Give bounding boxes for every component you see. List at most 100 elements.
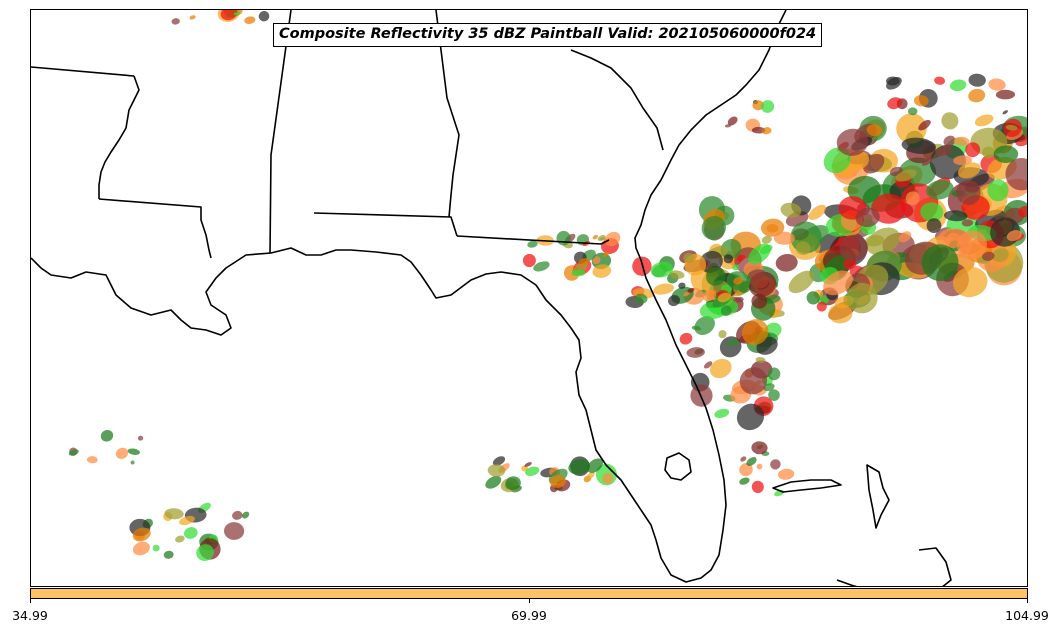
echo-blob: [848, 151, 870, 170]
echo-blob: [905, 191, 920, 205]
echo-blob: [634, 293, 648, 304]
echo-blob: [602, 252, 610, 257]
echo-blob: [1006, 230, 1022, 242]
echo-blob: [941, 112, 959, 130]
map-panel: Composite Reflectivity 35 dBZ Paintball …: [30, 9, 1028, 587]
echo-blob: [568, 459, 591, 475]
echo-blob: [920, 202, 944, 222]
echo-blob: [1002, 110, 1008, 115]
echo-blob: [189, 15, 196, 20]
echo-blob: [760, 218, 785, 237]
echo-blob: [132, 541, 150, 556]
echo-blob: [742, 319, 769, 346]
echo-blob: [855, 207, 880, 228]
echo-blob: [751, 441, 768, 455]
map-title: Composite Reflectivity 35 dBZ Paintball …: [273, 23, 823, 47]
echo-blob: [714, 408, 730, 418]
echo-blob: [953, 136, 970, 146]
echo-blob: [100, 430, 114, 442]
gulf-coastline: [31, 10, 787, 583]
echo-blob: [244, 16, 256, 24]
echo-blob: [723, 254, 733, 264]
echo-blob: [846, 282, 878, 314]
echo-blob: [233, 11, 241, 16]
echo-blob: [767, 367, 781, 381]
echo-blob: [952, 266, 988, 298]
echo-blob: [988, 78, 1006, 91]
echo-blob: [726, 338, 740, 347]
echo-blob: [896, 113, 927, 144]
echo-blob: [592, 264, 612, 278]
echo-blob: [788, 270, 815, 294]
echo-blob: [968, 73, 986, 87]
echo-blob: [953, 155, 972, 166]
boundaries: [31, 10, 952, 586]
echo-blob: [895, 169, 917, 182]
echo-blob: [115, 447, 129, 459]
echo-blob: [795, 241, 811, 256]
cuba-north: [836, 579, 858, 586]
echo-blob: [706, 267, 726, 286]
echo-blob: [1017, 205, 1027, 218]
reflectivity-map: [31, 10, 1027, 586]
echo-blob: [739, 463, 753, 477]
lake-okeechobee: [664, 452, 692, 481]
echo-layer: [68, 10, 1027, 562]
echo-blob: [525, 466, 540, 477]
echo-blob: [727, 116, 738, 126]
echo-blob: [751, 480, 764, 494]
state-boundary-la-ms: [98, 198, 212, 259]
echo-blob: [733, 277, 744, 285]
echo-blob: [592, 234, 598, 240]
echo-blob: [687, 288, 695, 293]
echo-blob: [678, 282, 686, 289]
echo-blob: [577, 258, 590, 266]
echo-blob: [886, 76, 902, 90]
echo-blob: [571, 269, 586, 277]
echo-blob: [957, 230, 987, 260]
echo-blob: [701, 215, 726, 240]
echo-blob: [992, 248, 1009, 262]
echo-blob: [936, 145, 953, 157]
echo-blob: [839, 234, 868, 262]
echo-blob: [732, 264, 740, 271]
echo-blob: [761, 235, 772, 244]
echo-blob: [718, 330, 727, 339]
echo-blob: [602, 473, 614, 484]
echo-blob: [592, 256, 601, 265]
echo-blob: [668, 295, 680, 307]
echo-blob: [773, 231, 795, 245]
echo-blob: [492, 456, 506, 466]
echo-blob: [599, 237, 606, 241]
echo-blob: [524, 462, 532, 467]
echo-blob: [907, 107, 918, 116]
echo-blob: [926, 218, 942, 234]
echo-blob: [871, 193, 906, 224]
echo-blob: [137, 435, 144, 441]
echo-blob: [171, 18, 180, 25]
echo-blob: [957, 162, 981, 179]
echo-blob: [864, 234, 885, 247]
echo-blob: [995, 89, 1016, 100]
echo-blob: [241, 511, 250, 519]
echo-blob: [926, 179, 954, 200]
echo-blob: [780, 202, 802, 218]
echo-blob: [735, 296, 744, 303]
echo-blob: [604, 231, 621, 247]
echo-blob: [770, 459, 781, 470]
echo-blob: [505, 476, 521, 491]
echo-blob: [763, 383, 775, 392]
echo-blob: [974, 114, 994, 127]
bahamas-abaco: [866, 464, 890, 529]
echo-blob: [485, 475, 502, 489]
echo-blob: [965, 142, 981, 158]
echo-blob: [755, 357, 766, 363]
echo-blob: [702, 289, 717, 302]
state-boundary-ms-west: [98, 75, 140, 199]
echo-blob: [669, 270, 685, 279]
echo-blob: [703, 361, 713, 369]
echo-blob: [175, 535, 185, 543]
echo-blob: [694, 316, 715, 335]
colorbar: [30, 588, 1028, 599]
echo-blob: [828, 304, 853, 324]
